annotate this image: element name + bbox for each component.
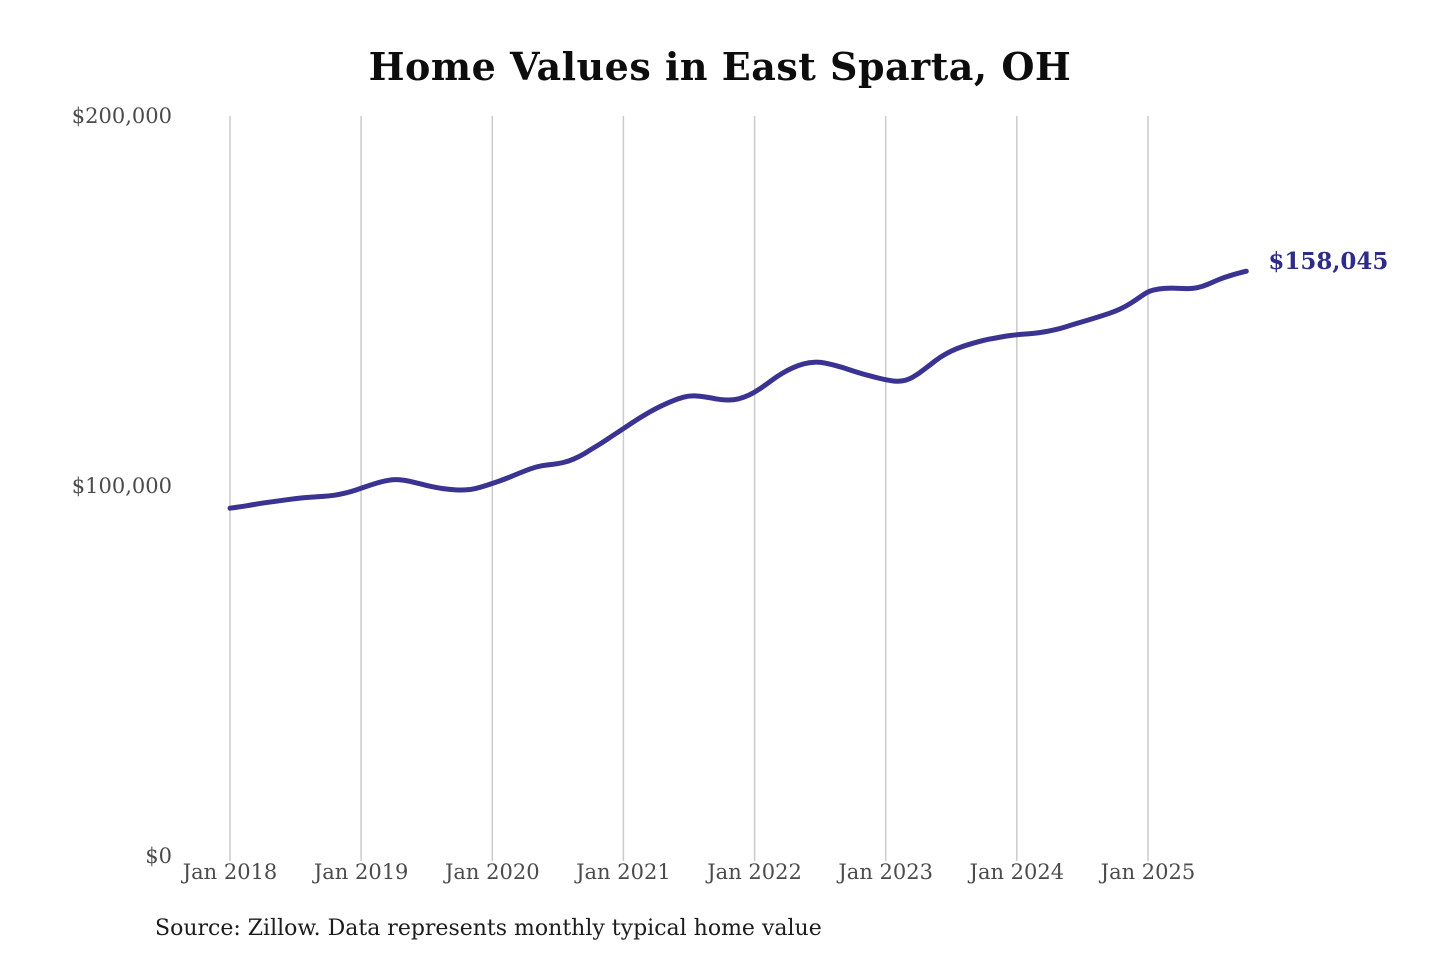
x-tick-label: Jan 2025 xyxy=(1100,860,1196,884)
source-note: Source: Zillow. Data represents monthly … xyxy=(155,916,822,941)
latest-value-label: $158,045 xyxy=(1268,248,1389,276)
x-tick-label: Jan 2019 xyxy=(313,860,409,884)
y-tick-label: $200,000 xyxy=(71,104,172,128)
home-value-line xyxy=(227,268,1249,511)
x-tick-label: Jan 2020 xyxy=(444,860,540,884)
x-tick-label: Jan 2023 xyxy=(838,860,933,884)
x-tick-label: Jan 2018 xyxy=(182,860,278,884)
x-tick-label: Jan 2024 xyxy=(969,860,1065,884)
x-tick-label: Jan 2021 xyxy=(576,860,671,884)
x-tick-label: Jan 2022 xyxy=(707,860,802,884)
y-tick-label: $0 xyxy=(145,844,172,868)
chart-title: Home Values in East Sparta, OH xyxy=(368,44,1072,89)
y-tick-label: $100,000 xyxy=(71,474,172,498)
